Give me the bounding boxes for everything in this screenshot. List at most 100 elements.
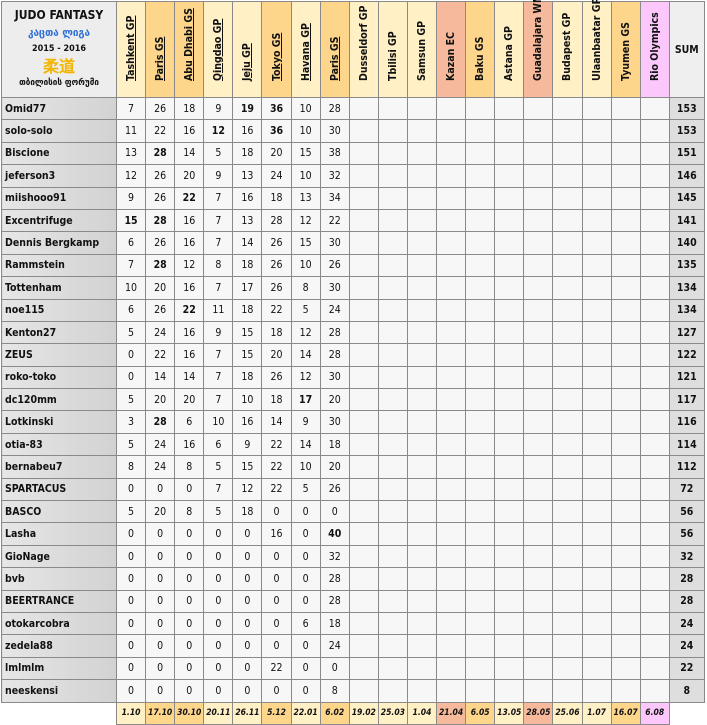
score-cell (523, 522, 554, 546)
player-name: jeferson3 (1, 164, 117, 188)
score-cell: 12 (174, 253, 205, 278)
score-cell: 0 (232, 567, 263, 591)
player-name: bernabeu7 (1, 455, 117, 479)
score-cell (377, 186, 408, 210)
player-name: ZEUS (1, 343, 117, 367)
score-cell: 7 (203, 477, 234, 502)
score-cell: 5 (203, 455, 234, 479)
score-cell (523, 231, 554, 255)
score-cell (494, 365, 525, 390)
header-row: JUDO FANTASY კაცთა ლიგა 2015 - 2016 柔道 თ… (1, 0, 705, 98)
player-row: jeferson3 12 26 20 9 13 24 10 32 146 (1, 164, 705, 188)
score-cell: 24 (319, 298, 350, 322)
event-date: 22.01 (290, 701, 321, 725)
score-cell: 5 (115, 500, 147, 524)
score-cell (581, 141, 612, 166)
score-cell: 0 (115, 656, 147, 681)
score-cell (523, 410, 554, 434)
score-cell: 26 (319, 477, 350, 502)
score-cell: 0 (145, 544, 176, 569)
score-cell (465, 567, 496, 591)
score-cell (436, 186, 467, 210)
score-cell: 9 (203, 164, 234, 188)
season-label: 2015 - 2016 (31, 44, 87, 54)
score-cell: 26 (319, 253, 350, 278)
score-cell: 16 (174, 343, 205, 367)
score-cell: 0 (261, 544, 292, 569)
score-cell: 28 (319, 589, 350, 613)
score-cell (581, 567, 612, 591)
score-cell (523, 119, 554, 143)
player-row: Biscione 13 28 14 5 18 20 15 38 151 (1, 141, 705, 166)
score-cell (494, 231, 525, 255)
score-cell: 17 (232, 276, 263, 300)
score-cell: 6 (115, 231, 147, 255)
score-cell (465, 343, 496, 367)
event-header: Astana GP (494, 1, 525, 98)
score-cell (639, 298, 670, 322)
score-cell: 0 (145, 679, 176, 703)
score-cell: 0 (115, 343, 147, 367)
score-cell: 7 (203, 365, 234, 390)
score-cell (581, 164, 612, 188)
score-cell (610, 567, 641, 591)
score-cell (639, 164, 670, 188)
score-cell: 0 (261, 611, 292, 636)
score-cell (465, 656, 496, 681)
score-cell (639, 141, 670, 166)
event-name: Qingdao GP (212, 18, 225, 81)
score-cell (610, 455, 641, 479)
score-cell (465, 455, 496, 479)
score-cell: 20 (145, 388, 176, 412)
score-cell (639, 231, 670, 255)
score-cell: 0 (319, 656, 350, 681)
player-name: otia-83 (1, 432, 117, 457)
score-cell (552, 298, 583, 322)
league-logo-block: JUDO FANTASY კაცთა ლიგა 2015 - 2016 柔道 თ… (1, 1, 117, 98)
score-cell: 15 (290, 141, 321, 166)
score-cell: 24 (261, 164, 292, 188)
score-cell (523, 567, 554, 591)
score-cell (436, 500, 467, 524)
score-cell: 22 (261, 298, 292, 322)
score-cell (465, 119, 496, 143)
player-name: Dennis Bergkamp (1, 231, 117, 255)
score-cell: 5 (290, 298, 321, 322)
score-cell (610, 231, 641, 255)
event-name: Tbilisi GP (386, 31, 399, 81)
event-header: Qingdao GP (203, 1, 234, 98)
score-cell: 15 (232, 455, 263, 479)
sum-header: SUM (668, 1, 705, 98)
score-cell (552, 656, 583, 681)
score-cell: 26 (261, 231, 292, 255)
player-row: Lotkinski 3 28 6 10 16 14 9 30 116 (1, 410, 705, 434)
score-cell: 6 (203, 432, 234, 457)
score-cell (523, 589, 554, 613)
player-sum: 24 (668, 611, 705, 636)
score-cell (639, 365, 670, 390)
score-cell: 22 (145, 119, 176, 143)
score-cell: 10 (290, 164, 321, 188)
score-cell: 0 (174, 679, 205, 703)
score-cell (639, 500, 670, 524)
event-date: 5.12 (261, 701, 292, 725)
score-cell (494, 320, 525, 345)
score-cell (523, 320, 554, 345)
score-cell: 28 (145, 253, 176, 278)
score-cell (552, 634, 583, 658)
score-cell (610, 432, 641, 457)
score-cell (406, 186, 438, 210)
score-cell: 18 (232, 253, 263, 278)
score-cell (406, 365, 438, 390)
score-cell (377, 567, 408, 591)
score-cell: 6 (174, 410, 205, 434)
player-sum: 56 (668, 522, 705, 546)
score-cell (406, 208, 438, 233)
event-header: Tokyo GS (261, 1, 292, 98)
event-header: Dusseldorf GP (348, 1, 379, 98)
score-cell: 0 (290, 500, 321, 524)
score-cell: 13 (290, 186, 321, 210)
score-cell: 9 (290, 410, 321, 434)
score-cell: 18 (232, 298, 263, 322)
score-cell (523, 186, 554, 210)
